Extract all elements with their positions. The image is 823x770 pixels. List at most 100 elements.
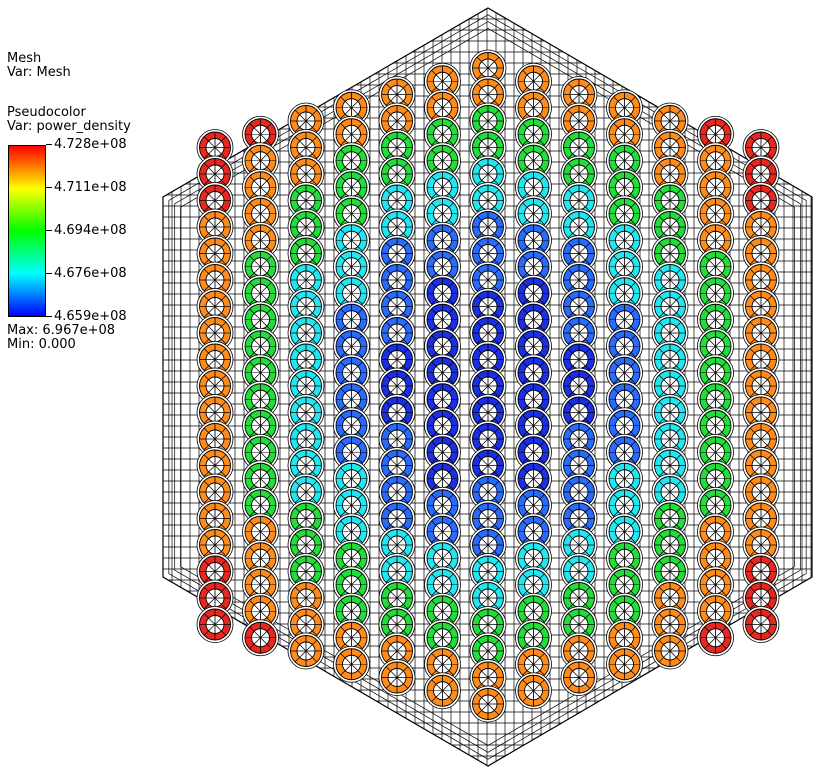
fuel-pin [742, 553, 780, 590]
fuel-pin [287, 553, 325, 590]
fuel-pin [697, 221, 734, 259]
fuel-pin [742, 208, 780, 246]
fuel-pin [287, 288, 325, 325]
fuel-pin [606, 354, 643, 392]
fuel-pin [196, 394, 234, 431]
fuel-pin [287, 341, 325, 378]
fuel-pin [333, 566, 370, 604]
fuel-pin [287, 182, 325, 219]
fuel-pin [333, 380, 370, 418]
fuel-pin [333, 460, 370, 498]
fuel-pin [378, 447, 416, 484]
fuel-pin [333, 327, 370, 365]
stats: Max: 6.967e+08 Min: 0.000 [7, 324, 115, 352]
fuel-pin [697, 407, 734, 445]
fuel-pin [651, 102, 689, 140]
fuel-pin [424, 645, 461, 683]
fuel-pin [515, 592, 552, 630]
fuel-pin [651, 447, 689, 484]
fuel-pin [424, 486, 461, 524]
colorbar [8, 145, 46, 317]
fuel-pin [333, 645, 370, 683]
fuel-pin [469, 102, 507, 140]
legend: Mesh Var: Mesh Pseudocolor Var: power_de… [7, 52, 131, 134]
fuel-pin [378, 76, 416, 113]
fuel-pin [606, 248, 643, 286]
fuel-pin [742, 367, 780, 405]
fuel-pin [378, 341, 416, 378]
fuel-pin [378, 208, 416, 246]
fuel-pin [333, 407, 370, 445]
fuel-pin [242, 195, 279, 233]
fuel-pin [515, 221, 552, 259]
fuel-pin [515, 248, 552, 286]
fuel-pin [515, 195, 552, 233]
fuel-pin [742, 606, 780, 643]
fuel-pin [378, 288, 416, 325]
fuel-pin [606, 592, 643, 630]
fuel-pin [287, 394, 325, 431]
fuel-pin [560, 208, 598, 246]
fuel-pin [287, 235, 325, 272]
fuel-pin [515, 142, 552, 180]
fuel-pin [242, 407, 279, 445]
fuel-pin [469, 261, 507, 299]
fuel-pin [515, 460, 552, 498]
fuel-pin [469, 447, 507, 484]
fuel-pin [606, 221, 643, 259]
pseudocolor-title: Pseudocolor [7, 105, 86, 120]
fuel-pin [560, 102, 598, 140]
fuel-pin [378, 659, 416, 696]
fuel-pin [469, 76, 507, 113]
fuel-pin [424, 221, 461, 259]
fuel-pin [697, 301, 734, 339]
fuel-pin [469, 367, 507, 405]
fuel-pin [333, 619, 370, 657]
fuel-pin [378, 553, 416, 590]
fuel-pin [287, 208, 325, 246]
fuel-pin [424, 62, 461, 100]
fuel-pin [333, 248, 370, 286]
fuel-pin [651, 235, 689, 272]
fuel-pin [378, 235, 416, 272]
fuel-pin [606, 645, 643, 683]
fuel-pin [697, 566, 734, 604]
fuel-pin [515, 115, 552, 153]
fuel-pin [196, 606, 234, 643]
fuel-pin [196, 553, 234, 590]
tick-label-min: 4.659e+08 [46, 310, 127, 324]
fuel-pin [333, 301, 370, 339]
fuel-pin [287, 526, 325, 564]
fuel-pin [424, 248, 461, 286]
fuel-pin [697, 115, 734, 153]
fuel-pin [424, 195, 461, 233]
fuel-pin [697, 460, 734, 498]
fuel-pin [560, 314, 598, 352]
fuel-pin [287, 420, 325, 458]
fuel-pin [560, 341, 598, 378]
fuel-pin [287, 102, 325, 140]
mesh-var: Var: Mesh [7, 65, 71, 80]
fuel-pin [242, 513, 279, 551]
fuel-pin [333, 221, 370, 259]
fuel-pin [378, 367, 416, 405]
fuel-pin [424, 274, 461, 312]
fuel-pin [515, 672, 552, 710]
fuel-pin [560, 129, 598, 166]
fuel-pin [333, 115, 370, 153]
fuel-pin [560, 420, 598, 458]
fuel-pin [742, 420, 780, 458]
fuel-pin [651, 288, 689, 325]
fuel-pin [242, 619, 279, 657]
fuel-pin [242, 327, 279, 365]
fuel-pin [424, 407, 461, 445]
fuel-pin [242, 433, 279, 471]
fuel-pin [651, 261, 689, 299]
fuel-pin [606, 460, 643, 498]
fuel-pin [378, 394, 416, 431]
fuel-pin [651, 526, 689, 564]
fuel-pin [287, 129, 325, 166]
fuel-pin [424, 672, 461, 710]
fuel-pin [606, 274, 643, 312]
